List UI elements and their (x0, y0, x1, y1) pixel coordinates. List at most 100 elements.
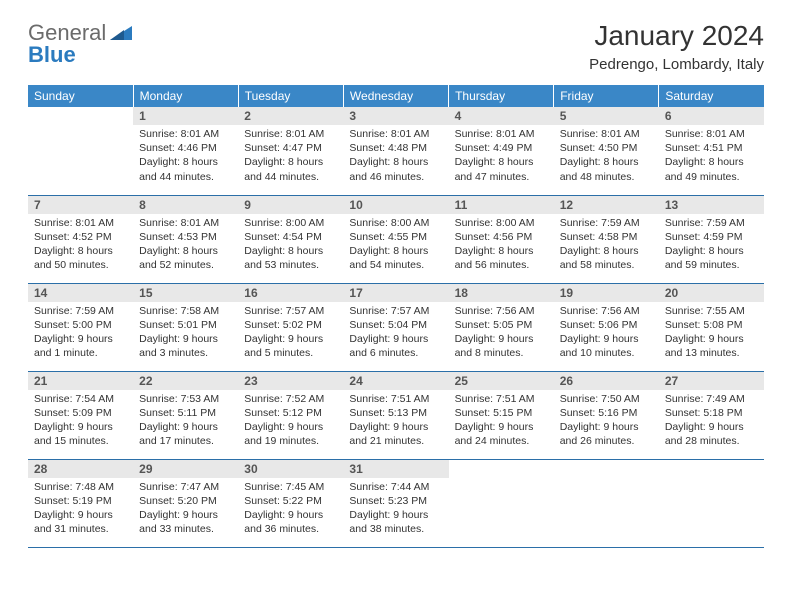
day-content: Sunrise: 7:56 AMSunset: 5:05 PMDaylight:… (449, 302, 554, 365)
day-number: 10 (343, 196, 448, 214)
calendar-day-cell: 24Sunrise: 7:51 AMSunset: 5:13 PMDayligh… (343, 371, 448, 459)
calendar-day-cell: 1Sunrise: 8:01 AMSunset: 4:46 PMDaylight… (133, 107, 238, 195)
calendar-day-cell: 4Sunrise: 8:01 AMSunset: 4:49 PMDaylight… (449, 107, 554, 195)
day-content: Sunrise: 7:56 AMSunset: 5:06 PMDaylight:… (554, 302, 659, 365)
calendar-week-row: 28Sunrise: 7:48 AMSunset: 5:19 PMDayligh… (28, 459, 764, 547)
calendar-day-cell: 18Sunrise: 7:56 AMSunset: 5:05 PMDayligh… (449, 283, 554, 371)
calendar-day-cell (659, 459, 764, 547)
calendar-day-cell: 30Sunrise: 7:45 AMSunset: 5:22 PMDayligh… (238, 459, 343, 547)
calendar-day-cell: 3Sunrise: 8:01 AMSunset: 4:48 PMDaylight… (343, 107, 448, 195)
day-content: Sunrise: 7:52 AMSunset: 5:12 PMDaylight:… (238, 390, 343, 453)
calendar-day-cell: 25Sunrise: 7:51 AMSunset: 5:15 PMDayligh… (449, 371, 554, 459)
day-number: 7 (28, 196, 133, 214)
day-content: Sunrise: 8:01 AMSunset: 4:51 PMDaylight:… (659, 125, 764, 188)
title-block: January 2024 Pedrengo, Lombardy, Italy (589, 20, 764, 73)
day-number: 3 (343, 107, 448, 125)
calendar-day-cell (554, 459, 659, 547)
calendar-day-cell: 19Sunrise: 7:56 AMSunset: 5:06 PMDayligh… (554, 283, 659, 371)
day-number: 11 (449, 196, 554, 214)
calendar-table: SundayMondayTuesdayWednesdayThursdayFrid… (28, 85, 764, 548)
calendar-day-cell: 29Sunrise: 7:47 AMSunset: 5:20 PMDayligh… (133, 459, 238, 547)
weekday-header: Monday (133, 85, 238, 107)
weekday-header: Wednesday (343, 85, 448, 107)
day-number: 19 (554, 284, 659, 302)
day-content: Sunrise: 7:51 AMSunset: 5:15 PMDaylight:… (449, 390, 554, 453)
day-content: Sunrise: 7:49 AMSunset: 5:18 PMDaylight:… (659, 390, 764, 453)
day-number: 14 (28, 284, 133, 302)
day-content: Sunrise: 8:00 AMSunset: 4:54 PMDaylight:… (238, 214, 343, 277)
day-number: 31 (343, 460, 448, 478)
day-number: 22 (133, 372, 238, 390)
day-number: 5 (554, 107, 659, 125)
day-content: Sunrise: 7:51 AMSunset: 5:13 PMDaylight:… (343, 390, 448, 453)
day-content: Sunrise: 7:57 AMSunset: 5:02 PMDaylight:… (238, 302, 343, 365)
calendar-body: 1Sunrise: 8:01 AMSunset: 4:46 PMDaylight… (28, 107, 764, 547)
calendar-day-cell: 28Sunrise: 7:48 AMSunset: 5:19 PMDayligh… (28, 459, 133, 547)
calendar-day-cell: 10Sunrise: 8:00 AMSunset: 4:55 PMDayligh… (343, 195, 448, 283)
day-number: 2 (238, 107, 343, 125)
calendar-day-cell: 9Sunrise: 8:00 AMSunset: 4:54 PMDaylight… (238, 195, 343, 283)
logo-blue-wrap: Blue (28, 42, 76, 68)
weekday-header: Sunday (28, 85, 133, 107)
day-content: Sunrise: 8:01 AMSunset: 4:53 PMDaylight:… (133, 214, 238, 277)
calendar-day-cell: 5Sunrise: 8:01 AMSunset: 4:50 PMDaylight… (554, 107, 659, 195)
day-number: 21 (28, 372, 133, 390)
day-content: Sunrise: 7:59 AMSunset: 4:58 PMDaylight:… (554, 214, 659, 277)
calendar-day-cell: 6Sunrise: 8:01 AMSunset: 4:51 PMDaylight… (659, 107, 764, 195)
calendar-day-cell: 31Sunrise: 7:44 AMSunset: 5:23 PMDayligh… (343, 459, 448, 547)
calendar-day-cell: 23Sunrise: 7:52 AMSunset: 5:12 PMDayligh… (238, 371, 343, 459)
calendar-week-row: 14Sunrise: 7:59 AMSunset: 5:00 PMDayligh… (28, 283, 764, 371)
calendar-day-cell: 16Sunrise: 7:57 AMSunset: 5:02 PMDayligh… (238, 283, 343, 371)
calendar-day-cell: 27Sunrise: 7:49 AMSunset: 5:18 PMDayligh… (659, 371, 764, 459)
day-number: 25 (449, 372, 554, 390)
day-number: 17 (343, 284, 448, 302)
day-number: 16 (238, 284, 343, 302)
day-content: Sunrise: 8:01 AMSunset: 4:46 PMDaylight:… (133, 125, 238, 188)
day-content: Sunrise: 7:48 AMSunset: 5:19 PMDaylight:… (28, 478, 133, 541)
day-content: Sunrise: 8:01 AMSunset: 4:48 PMDaylight:… (343, 125, 448, 188)
day-content: Sunrise: 7:44 AMSunset: 5:23 PMDaylight:… (343, 478, 448, 541)
calendar-day-cell: 2Sunrise: 8:01 AMSunset: 4:47 PMDaylight… (238, 107, 343, 195)
day-content: Sunrise: 7:47 AMSunset: 5:20 PMDaylight:… (133, 478, 238, 541)
day-number: 1 (133, 107, 238, 125)
day-number: 15 (133, 284, 238, 302)
day-number: 28 (28, 460, 133, 478)
calendar-day-cell: 15Sunrise: 7:58 AMSunset: 5:01 PMDayligh… (133, 283, 238, 371)
calendar-day-cell: 21Sunrise: 7:54 AMSunset: 5:09 PMDayligh… (28, 371, 133, 459)
day-number: 6 (659, 107, 764, 125)
month-title: January 2024 (589, 20, 764, 52)
day-content: Sunrise: 8:01 AMSunset: 4:50 PMDaylight:… (554, 125, 659, 188)
day-content: Sunrise: 7:50 AMSunset: 5:16 PMDaylight:… (554, 390, 659, 453)
day-number: 24 (343, 372, 448, 390)
weekday-header: Saturday (659, 85, 764, 107)
day-number: 26 (554, 372, 659, 390)
calendar-day-cell (28, 107, 133, 195)
calendar-day-cell: 26Sunrise: 7:50 AMSunset: 5:16 PMDayligh… (554, 371, 659, 459)
day-content: Sunrise: 7:54 AMSunset: 5:09 PMDaylight:… (28, 390, 133, 453)
day-content: Sunrise: 8:01 AMSunset: 4:47 PMDaylight:… (238, 125, 343, 188)
day-number: 23 (238, 372, 343, 390)
calendar-day-cell (449, 459, 554, 547)
day-content: Sunrise: 7:53 AMSunset: 5:11 PMDaylight:… (133, 390, 238, 453)
calendar-day-cell: 11Sunrise: 8:00 AMSunset: 4:56 PMDayligh… (449, 195, 554, 283)
day-content: Sunrise: 7:59 AMSunset: 4:59 PMDaylight:… (659, 214, 764, 277)
day-content: Sunrise: 7:57 AMSunset: 5:04 PMDaylight:… (343, 302, 448, 365)
day-number: 13 (659, 196, 764, 214)
calendar-week-row: 1Sunrise: 8:01 AMSunset: 4:46 PMDaylight… (28, 107, 764, 195)
day-number: 27 (659, 372, 764, 390)
day-content: Sunrise: 7:59 AMSunset: 5:00 PMDaylight:… (28, 302, 133, 365)
calendar-day-cell: 20Sunrise: 7:55 AMSunset: 5:08 PMDayligh… (659, 283, 764, 371)
day-number: 29 (133, 460, 238, 478)
day-content: Sunrise: 8:01 AMSunset: 4:49 PMDaylight:… (449, 125, 554, 188)
calendar-day-cell: 17Sunrise: 7:57 AMSunset: 5:04 PMDayligh… (343, 283, 448, 371)
weekday-header: Tuesday (238, 85, 343, 107)
calendar-day-cell: 8Sunrise: 8:01 AMSunset: 4:53 PMDaylight… (133, 195, 238, 283)
day-content: Sunrise: 8:00 AMSunset: 4:56 PMDaylight:… (449, 214, 554, 277)
logo-text-blue: Blue (28, 42, 76, 67)
day-content: Sunrise: 8:01 AMSunset: 4:52 PMDaylight:… (28, 214, 133, 277)
day-content: Sunrise: 7:55 AMSunset: 5:08 PMDaylight:… (659, 302, 764, 365)
calendar-day-cell: 13Sunrise: 7:59 AMSunset: 4:59 PMDayligh… (659, 195, 764, 283)
day-number: 8 (133, 196, 238, 214)
calendar-day-cell: 7Sunrise: 8:01 AMSunset: 4:52 PMDaylight… (28, 195, 133, 283)
day-number: 18 (449, 284, 554, 302)
